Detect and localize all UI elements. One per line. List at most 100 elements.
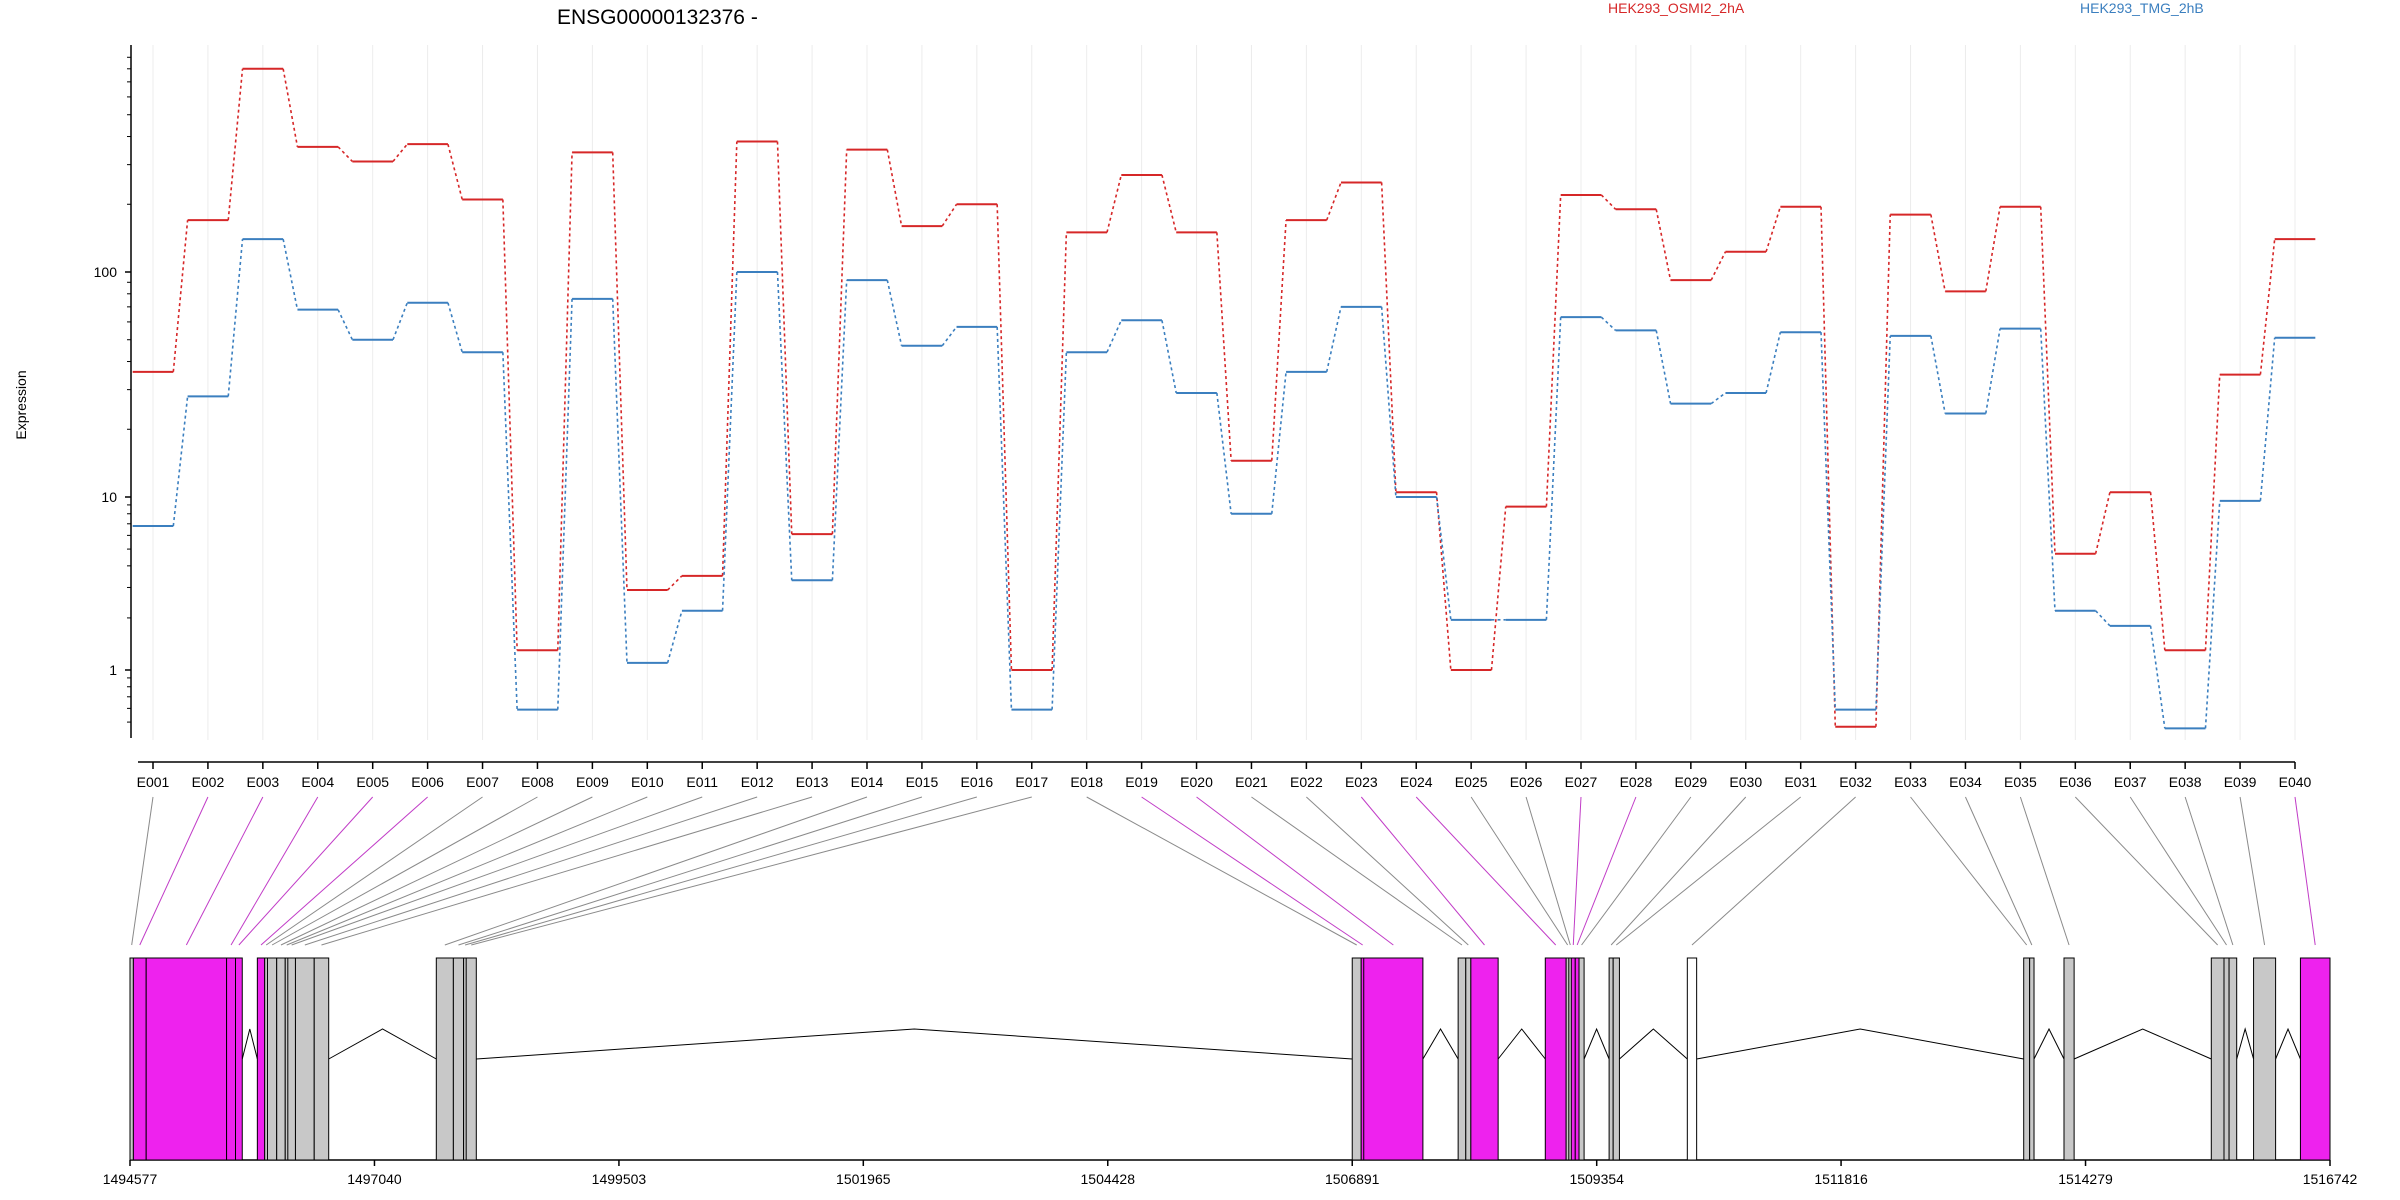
x-tick-label: E039 (2224, 774, 2257, 790)
x-tick-label: E019 (1125, 774, 1158, 790)
y-tick-label: 1 (109, 662, 117, 678)
exon-junction (2184, 796, 2234, 946)
y-ticks: 1 10 100 (94, 56, 131, 723)
intron-line (1583, 1027, 1610, 1060)
exon-junction (1251, 796, 1463, 946)
genomic-tick-label: 1501965 (836, 1171, 891, 1187)
x-ticks: E001 E002 E003 E004 E005 E006 E007 E008 E009 E010… (137, 762, 2312, 790)
x-tick-label: E009 (576, 774, 609, 790)
x-tick-label: E005 (356, 774, 389, 790)
x-tick-label: E036 (2059, 774, 2092, 790)
exon-junction (471, 796, 1032, 946)
x-tick-label: E018 (1070, 774, 1103, 790)
x-tick-label: E013 (796, 774, 829, 790)
x-tick-label: E016 (960, 774, 993, 790)
y-tick-label: 100 (94, 264, 118, 280)
exon-box (1608, 957, 1614, 1161)
exon-junction (286, 796, 648, 946)
x-tick-label: E035 (2004, 774, 2037, 790)
x-tick-label: E014 (851, 774, 884, 790)
exon-junction-lines (131, 796, 2316, 946)
intron-line (2033, 1027, 2065, 1060)
genomic-tick-label: 1506891 (1325, 1171, 1380, 1187)
genomic-tick-label: 1494577 (103, 1171, 158, 1187)
exon-box (1686, 957, 1698, 1161)
exon-junction (2129, 796, 2227, 946)
exon-box (132, 957, 147, 1161)
exon-junction (2294, 796, 2316, 946)
exon-box (226, 957, 237, 1161)
exon-box (2299, 957, 2331, 1161)
genomic-ticks: 1494577 1497040 1499503 1501965 1504428 15068… (103, 1160, 2357, 1187)
x-tick-label: E024 (1400, 774, 1433, 790)
x-tick-label: E030 (1729, 774, 1762, 790)
x-tick-label: E028 (1620, 774, 1653, 790)
exon-junction (131, 796, 154, 946)
exon-box (256, 957, 266, 1161)
exon-junction (265, 796, 483, 946)
vertical-grid (152, 45, 2296, 740)
series-0 (132, 67, 2316, 728)
exon-junction (304, 796, 758, 946)
x-tick-label: E006 (411, 774, 444, 790)
exon-junction (280, 796, 593, 946)
exon-box (2063, 957, 2075, 1161)
exon-box (435, 957, 454, 1161)
exon-junction (2239, 796, 2266, 946)
exon-box (266, 957, 278, 1161)
x-tick-label: E011 (686, 774, 718, 790)
x-tick-label: E001 (137, 774, 170, 790)
x-tick-label: E015 (906, 774, 939, 790)
x-tick-label: E025 (1455, 774, 1488, 790)
exon-junction (1360, 796, 1485, 946)
exon-junction (444, 796, 868, 946)
genomic-tick-label: 1504428 (1081, 1171, 1136, 1187)
exon-box (1465, 957, 1472, 1161)
intron-line (328, 1028, 437, 1060)
x-tick-label: E004 (301, 774, 334, 790)
series-connector (172, 238, 2276, 729)
exon-junction (321, 796, 813, 946)
series-connector (172, 68, 2276, 727)
exon-junction (1086, 796, 1357, 946)
exon-box (2253, 957, 2277, 1161)
exon-junction (1572, 796, 1582, 946)
exon-box (2228, 957, 2238, 1161)
exon-box (1612, 957, 1620, 1161)
exon-junction (1691, 796, 1856, 946)
exon-box (145, 957, 228, 1161)
intron-line (1422, 1028, 1459, 1060)
legend-entry-osmi2: HEK293_OSMI2_2hA (1608, 0, 1745, 16)
x-tick-label: E023 (1345, 774, 1378, 790)
exon-box (287, 957, 296, 1161)
intron-line (241, 1028, 258, 1060)
exon-box (465, 957, 477, 1161)
legend-entry-tmg: HEK293_TMG_2hB (2080, 0, 2204, 16)
x-tick-label: E012 (741, 774, 774, 790)
exon-junction (1525, 796, 1571, 946)
genomic-tick-label: 1509354 (1569, 1171, 1624, 1187)
exon-junction (139, 796, 209, 946)
y-axis-label: Expression (13, 370, 29, 439)
x-tick-label: E038 (2169, 774, 2202, 790)
exon-junction (291, 796, 703, 946)
exon-box (2210, 957, 2225, 1161)
exon-box (1351, 957, 1362, 1161)
intron-line (1497, 1028, 1546, 1060)
exon-junction (2019, 796, 2070, 946)
x-tick-label: E034 (1949, 774, 1982, 790)
exon-junction (260, 796, 428, 946)
y-tick-label: 10 (101, 489, 117, 505)
x-tick-label: E017 (1015, 774, 1048, 790)
x-tick-label: E029 (1674, 774, 1707, 790)
exon-box (2023, 957, 2031, 1161)
exon-junction (1965, 796, 2033, 946)
exon-junction (1576, 796, 1637, 946)
genomic-tick-label: 1497040 (347, 1171, 402, 1187)
x-tick-label: E002 (192, 774, 225, 790)
axes (130, 45, 2330, 1161)
exon-junction (1615, 796, 1802, 946)
x-tick-label: E007 (466, 774, 499, 790)
intron-line (2275, 1027, 2301, 1060)
